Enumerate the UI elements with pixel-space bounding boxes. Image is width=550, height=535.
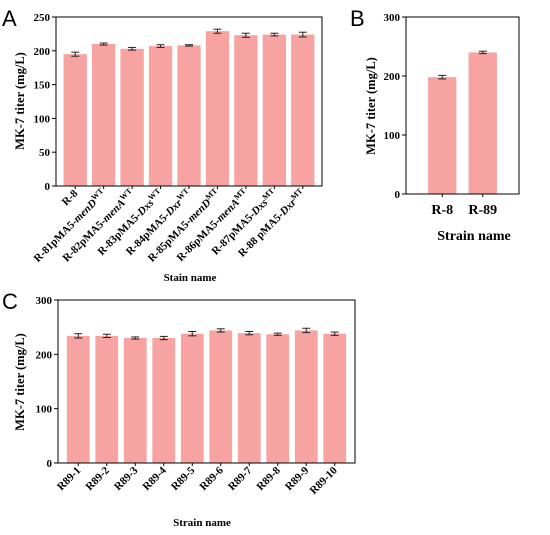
panel-c-category-label: R89-7: [226, 464, 255, 493]
panel-a-y-tick-label: 100: [34, 113, 51, 125]
panel-b-y-tick-label: 300: [384, 12, 401, 24]
panel-c-bar: [266, 334, 290, 463]
panel-c-category-label: R89-2: [84, 464, 113, 493]
panel-b-y-tick-label: 200: [384, 71, 401, 83]
panel-a-bar: [92, 44, 116, 186]
panel-letter-a: A: [2, 6, 17, 31]
panel-c-plot-frame: [57, 299, 356, 464]
panel-c-category-label: R89-1: [55, 465, 83, 493]
panel-a-y-tick-label: 0: [45, 181, 51, 193]
panel-a-bar: [120, 48, 144, 186]
panel-a-bar: [63, 54, 87, 187]
panel-c-category-label: R89-6: [198, 464, 227, 493]
panel-b-bar: [428, 77, 457, 194]
panel-c-y-tick-label: 300: [36, 295, 53, 307]
panel-c-bar: [294, 330, 318, 463]
panel-a-y-tick-label: 150: [34, 80, 51, 92]
panel-c-bar: [66, 335, 90, 463]
panel-a-category-label: R-8: [60, 187, 81, 208]
panel-a-y-axis-label: MK-7 titer (mg/L): [13, 52, 27, 150]
panel-b: B MK-7 titer (mg/L) Strain name R-8 R-89 0…: [350, 6, 520, 244]
panel-b-bar: [468, 52, 497, 195]
panel-b-y-tick-label: 0: [395, 189, 401, 201]
panel-c-y-tick-label: 100: [36, 404, 53, 416]
panel-c-category-label: R89-10: [308, 464, 341, 497]
panel-c-category-label: R89-4: [141, 464, 170, 493]
panel-c-bar: [180, 333, 204, 463]
panel-a-bar: [262, 34, 286, 186]
panel-c-category-label: R89-8: [255, 464, 284, 493]
panel-a-y-tick-label: 200: [34, 46, 51, 58]
panel-letter-c: C: [2, 289, 18, 314]
panel-a-y-tick-label: 50: [39, 147, 51, 159]
panel-a-bar: [205, 31, 230, 186]
panel-a-bar: [148, 46, 173, 187]
panel-a-x-axis-label: Stain name: [164, 272, 217, 284]
panel-c: C MK-7 titer (mg/L) Strain name R89-1 R89…: [2, 289, 356, 529]
panel-a-bar: [177, 45, 201, 186]
panel-a-y-tick-label: 250: [34, 12, 51, 24]
panel-b-category-label: R-89: [468, 203, 497, 218]
panel-c-bar: [209, 330, 233, 463]
panel-a: A MK-7 titer (mg/L) Stain name R-8R-81pM…: [2, 6, 323, 284]
panel-c-bar: [237, 333, 261, 463]
panel-b-y-axis-label: MK-7 titer (mg/L): [364, 57, 378, 155]
panel-letter-b: B: [350, 6, 365, 31]
panel-a-bar: [234, 35, 258, 186]
panel-c-bar: [123, 338, 147, 463]
panel-c-x-axis-label: Strain name: [173, 517, 231, 529]
panel-c-bar: [152, 338, 176, 463]
panel-a-bar: [291, 34, 315, 186]
panel-c-category-label: R89-3: [112, 464, 141, 493]
panel-c-bar: [95, 335, 119, 463]
panel-b-y-tick-label: 100: [384, 130, 401, 142]
panel-c-y-axis-label: MK-7 titer (mg/L): [13, 333, 27, 431]
panel-b-category-label: R-8: [431, 203, 453, 218]
panel-c-bar: [323, 333, 347, 463]
panel-c-y-tick-label: 200: [36, 349, 53, 361]
panel-b-x-axis-label: Strain name: [437, 229, 511, 244]
panel-c-category-label: R89-5: [169, 464, 198, 493]
panel-b-plot-frame: [405, 16, 520, 195]
panel-c-y-tick-label: 0: [47, 458, 53, 470]
